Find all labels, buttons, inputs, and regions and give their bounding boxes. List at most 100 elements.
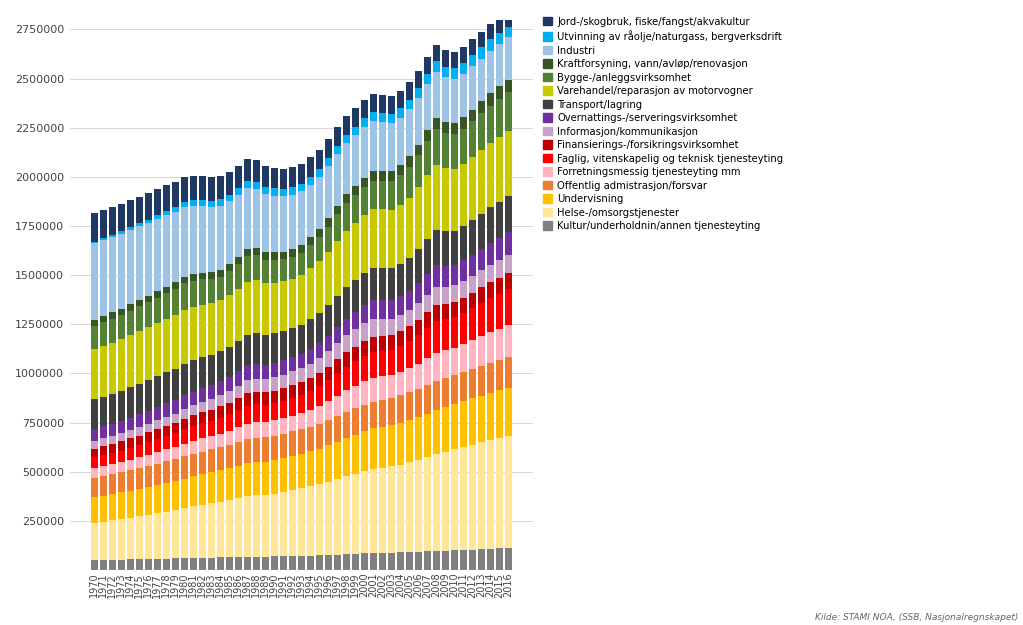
Bar (352, 223, 359, 280)
Bar (335, 214, 341, 241)
Bar (181, 177, 187, 202)
Bar (243, 181, 251, 188)
Bar (91, 560, 97, 570)
Bar (415, 364, 421, 389)
Bar (127, 388, 134, 418)
Bar (343, 336, 350, 352)
Bar (316, 169, 323, 177)
Bar (181, 456, 187, 479)
Bar (460, 129, 466, 164)
Bar (496, 32, 503, 44)
Bar (415, 320, 421, 335)
Bar (262, 405, 269, 422)
Bar (226, 271, 232, 295)
Bar (290, 490, 296, 556)
Bar (505, 38, 512, 79)
Bar (298, 429, 305, 454)
Bar (290, 167, 296, 187)
Bar (198, 402, 206, 412)
Bar (91, 320, 97, 326)
Bar (280, 169, 286, 189)
Bar (190, 281, 196, 307)
Bar (243, 249, 251, 256)
Bar (163, 483, 170, 512)
Bar (415, 460, 421, 552)
Bar (136, 516, 142, 559)
Bar (190, 506, 196, 558)
Bar (226, 558, 232, 570)
Bar (487, 106, 494, 143)
Bar (425, 176, 431, 239)
Bar (388, 96, 395, 114)
Bar (108, 436, 116, 444)
Bar (451, 123, 458, 134)
Bar (487, 549, 494, 570)
Bar (127, 304, 134, 311)
Bar (415, 552, 421, 570)
Bar (361, 187, 368, 215)
Bar (235, 188, 241, 195)
Bar (153, 559, 161, 570)
Bar (406, 420, 413, 462)
Bar (243, 188, 251, 249)
Bar (397, 296, 404, 315)
Bar (172, 447, 179, 459)
Bar (442, 407, 449, 452)
Bar (505, 131, 512, 196)
Bar (442, 133, 449, 168)
Bar (262, 379, 269, 392)
Bar (388, 114, 395, 123)
Bar (316, 386, 323, 406)
Bar (343, 134, 350, 143)
Bar (243, 496, 251, 557)
Bar (271, 494, 277, 556)
Bar (451, 551, 458, 570)
Bar (425, 295, 431, 312)
Bar (478, 396, 485, 442)
Bar (487, 440, 494, 549)
Bar (325, 158, 331, 166)
Bar (108, 394, 116, 424)
Bar (235, 442, 241, 466)
Bar (460, 226, 466, 260)
Bar (253, 255, 260, 281)
Bar (190, 558, 196, 570)
Bar (325, 367, 331, 380)
Bar (198, 304, 206, 358)
Bar (478, 270, 485, 287)
Bar (271, 333, 277, 362)
Bar (316, 177, 323, 229)
Bar (433, 305, 440, 321)
Bar (163, 512, 170, 559)
Bar (335, 554, 341, 570)
Bar (262, 438, 269, 462)
Bar (235, 398, 241, 410)
Bar (505, 548, 512, 570)
Bar (243, 424, 251, 439)
Bar (496, 238, 503, 260)
Bar (172, 369, 179, 400)
Bar (163, 293, 170, 319)
Bar (271, 253, 277, 260)
Bar (496, 329, 503, 360)
Bar (433, 287, 440, 305)
Bar (442, 78, 449, 122)
Bar (298, 413, 305, 429)
Bar (370, 428, 376, 469)
Bar (451, 79, 458, 123)
Bar (136, 427, 142, 436)
Bar (226, 295, 232, 347)
Bar (460, 63, 466, 74)
Bar (145, 455, 151, 466)
Bar (388, 171, 395, 181)
Bar (307, 556, 314, 570)
Bar (100, 496, 106, 522)
Bar (226, 377, 232, 391)
Bar (487, 393, 494, 440)
Bar (352, 386, 359, 408)
Bar (397, 175, 404, 205)
Bar (451, 318, 458, 348)
Bar (505, 255, 512, 272)
Bar (145, 296, 151, 302)
Bar (298, 368, 305, 382)
